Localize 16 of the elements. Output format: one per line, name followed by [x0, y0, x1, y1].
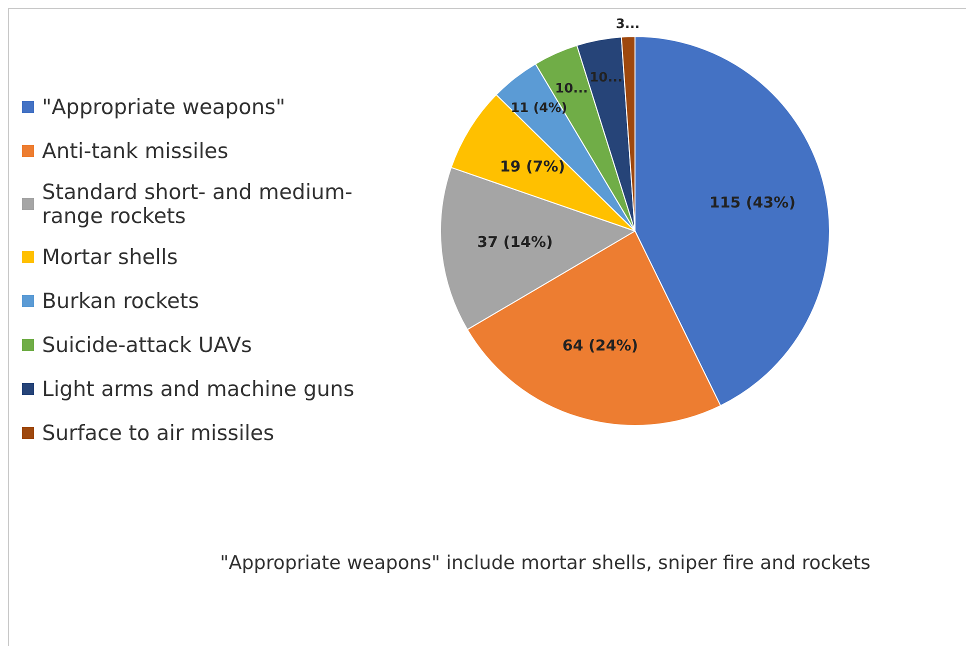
- data-label: 115 (43%): [709, 194, 796, 212]
- legend-label: Anti-tank missiles: [42, 139, 228, 163]
- text: "Appropriate weapons" include mortar shells, sniper fire and rockets: [220, 552, 871, 574]
- legend-label: "Appropriate weapons": [42, 95, 286, 119]
- legend-label: Burkan rockets: [42, 289, 200, 313]
- legend-label: Standard short- and medium-range rockets: [42, 180, 354, 228]
- data-label: 19 (7%): [500, 157, 566, 176]
- data-label: 10...: [590, 70, 623, 86]
- legend-label: Surface to air missiles: [42, 421, 274, 445]
- legend-label: Suicide-attack UAVs: [42, 333, 252, 357]
- legend-label: Light arms and machine guns: [42, 377, 354, 401]
- data-label: 37 (14%): [477, 232, 553, 251]
- data-label: 3...: [616, 17, 640, 32]
- legend-label: Mortar shells: [42, 245, 178, 269]
- data-label: 64 (24%): [562, 336, 638, 354]
- data-label: 10...: [555, 81, 588, 96]
